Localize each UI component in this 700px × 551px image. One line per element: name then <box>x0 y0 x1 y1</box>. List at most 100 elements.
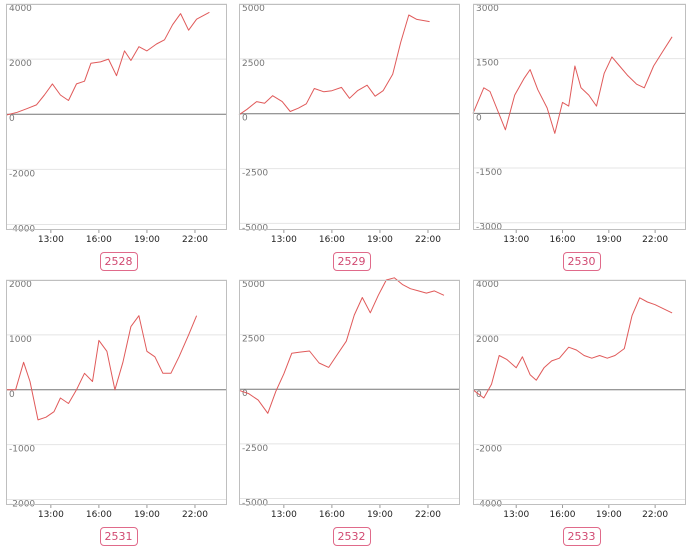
chart-panel: 5000 2500 0 -2500 -5000 13:00 16:00 19:00 22:00 <box>238 277 460 527</box>
data-point <box>255 100 257 102</box>
data-point <box>433 290 435 292</box>
data-point <box>305 103 307 105</box>
data-point <box>297 107 299 109</box>
data-point <box>626 74 628 76</box>
series-label-badge: 2531 <box>99 527 138 546</box>
y-tick-label: 2500 <box>242 59 265 69</box>
chart-panel: 2000 1000 0 -1000 -2000 13:00 16:00 19:00 22:00 <box>6 279 227 527</box>
data-point <box>53 411 55 413</box>
data-point <box>263 102 265 104</box>
chart-panel: 3000 1500 0 -1500 -3000 13:00 16:00 19:00 22:00 <box>472 3 686 252</box>
data-point <box>146 350 148 352</box>
data-point <box>561 101 563 103</box>
y-tick-label: -1500 <box>476 168 502 178</box>
series-label-badge: 2533 <box>562 527 601 546</box>
x-tick-label: 19:00 <box>367 235 393 245</box>
data-point <box>130 59 132 61</box>
x-tick-label: 19:00 <box>134 235 160 245</box>
data-point <box>356 90 358 92</box>
data-point <box>267 412 269 414</box>
data-point <box>401 283 403 285</box>
data-point <box>246 108 248 110</box>
data-point <box>115 75 117 77</box>
x-tick-label: 16:00 <box>86 235 112 245</box>
data-point <box>187 334 189 336</box>
y-tick-label: 1500 <box>476 59 499 69</box>
data-point <box>146 50 148 52</box>
data-point <box>654 304 656 306</box>
data-point <box>308 350 310 352</box>
data-point <box>345 340 347 342</box>
data-point <box>598 354 600 356</box>
data-point <box>67 402 69 404</box>
data-point <box>382 90 384 92</box>
data-point <box>369 312 371 314</box>
series-label-badge: 2528 <box>99 252 138 271</box>
y-tick-label: 2500 <box>242 335 265 345</box>
y-tick-label: 0 <box>242 389 248 399</box>
data-point <box>580 87 582 89</box>
data-point <box>366 84 368 86</box>
y-tick-label: -2000 <box>476 445 502 455</box>
data-point <box>45 416 47 418</box>
data-point <box>591 357 593 359</box>
data-point <box>611 56 613 58</box>
chart-panel: 5000 2500 0 -2500 -5000 13:00 16:00 19:00 22:00 <box>238 3 460 252</box>
data-point <box>558 357 560 359</box>
data-point <box>195 315 197 317</box>
data-point <box>83 80 85 82</box>
data-point <box>114 389 116 391</box>
y-tick-label: -2000 <box>9 169 35 179</box>
data-point <box>122 361 124 363</box>
data-point <box>409 288 411 290</box>
data-point <box>123 50 125 52</box>
data-point <box>523 78 525 80</box>
plot-frame <box>473 4 686 230</box>
series-line <box>238 14 430 116</box>
data-point <box>639 297 641 299</box>
data-point <box>195 18 197 20</box>
y-tick-label: 5000 <box>242 280 265 290</box>
data-point <box>130 325 132 327</box>
series-line <box>6 315 198 421</box>
data-point <box>546 107 548 109</box>
data-point <box>483 397 485 399</box>
data-point <box>374 95 376 97</box>
data-point <box>652 65 654 67</box>
data-point <box>187 29 189 31</box>
x-tick-label: 16:00 <box>550 510 576 520</box>
data-point <box>313 87 315 89</box>
data-point <box>588 94 590 96</box>
data-point <box>291 352 293 354</box>
data-point <box>514 94 516 96</box>
data-point <box>99 61 101 63</box>
data-point <box>568 346 570 348</box>
y-tick-label: 0 <box>9 114 15 124</box>
plot-frame <box>6 4 227 230</box>
data-point <box>646 301 648 303</box>
y-tick-label: 0 <box>242 114 248 124</box>
data-point <box>67 99 69 101</box>
y-tick-label: -5000 <box>242 498 268 508</box>
data-point <box>416 18 418 20</box>
series-line <box>472 297 673 399</box>
data-point <box>318 362 320 364</box>
x-tick-label: 19:00 <box>596 510 622 520</box>
data-point <box>535 379 537 381</box>
y-tick-label: 0 <box>476 113 482 123</box>
data-point <box>171 24 173 26</box>
data-point <box>340 86 342 88</box>
y-tick-label: -1000 <box>9 445 35 455</box>
data-point <box>504 129 506 131</box>
data-point <box>425 292 427 294</box>
y-tick-label: 2000 <box>476 335 499 345</box>
data-point <box>643 87 645 89</box>
data-point <box>75 389 77 391</box>
data-point <box>16 111 18 113</box>
plot-frame <box>239 280 460 505</box>
data-point <box>583 354 585 356</box>
